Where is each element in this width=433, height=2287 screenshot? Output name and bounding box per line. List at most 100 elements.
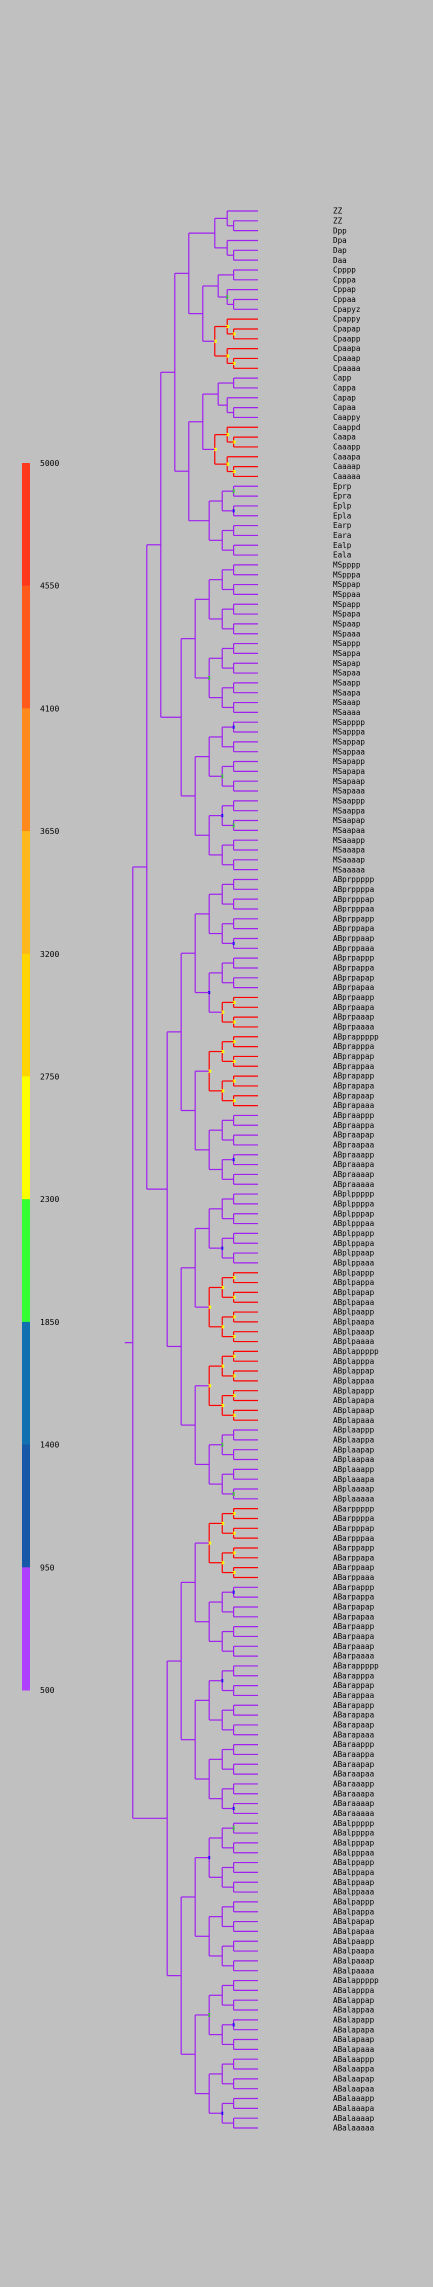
leaf-label: ZZ: [333, 216, 343, 225]
leaf-label: ABarppppp: [333, 1504, 375, 1513]
leaf-label: ABarapapp: [333, 1701, 375, 1710]
leaf-label: Cppap: [333, 285, 356, 294]
leaf-label: ABalpapap: [333, 1917, 375, 1926]
leaf-label: ABaraaaaa: [333, 1809, 374, 1818]
division-marker: [221, 1285, 225, 1289]
division-marker: [221, 1325, 225, 1329]
legend-tick-label: 3200: [40, 950, 59, 959]
leaf-label: MSaaapa: [333, 846, 365, 855]
leaf-label: MSaapaa: [333, 826, 365, 835]
leaf-label: MSpaaa: [333, 629, 360, 638]
division-marker: [232, 1413, 236, 1417]
legend-tick-label: 950: [40, 1563, 55, 1572]
leaf-label: ABalapapp: [333, 2015, 375, 2024]
division-marker: [226, 433, 230, 437]
leaf-label: ABplpapap: [333, 1288, 375, 1297]
division-marker: [232, 1295, 236, 1299]
leaf-label: MSapapa: [333, 767, 365, 776]
leaf-label: ABplappppp: [333, 1347, 379, 1356]
leaf-label: ABalapaap: [333, 2035, 375, 2044]
leaf-label: ABalappppp: [333, 1976, 379, 1985]
leaf-label: Cpapap: [333, 325, 361, 334]
division-marker: [226, 325, 230, 329]
leaf-label: ABplpaapa: [333, 1317, 374, 1326]
leaf-label: ABplpaaap: [333, 1327, 375, 1336]
leaf-label: Eara: [333, 531, 351, 540]
leaf-label: ABalaapap: [333, 2074, 375, 2083]
leaf-label: Caappd: [333, 423, 360, 432]
division-marker: [226, 462, 230, 466]
leaf-label: ABprpappp: [333, 954, 375, 963]
leaf-label: ABalapapa: [333, 2025, 374, 2034]
leaf-label: Capp: [333, 374, 352, 383]
leaf-label: ABprpapap: [333, 973, 375, 982]
leaf-label: ABalppaap: [333, 1878, 375, 1887]
legend-tick-label: 2750: [40, 1073, 59, 1082]
leaf-label: ABaraapap: [333, 1760, 375, 1769]
leaf-label: Dpa: [333, 236, 347, 245]
leaf-label: ABplaaaaa: [333, 1494, 374, 1503]
division-marker: [221, 1010, 225, 1014]
leaf-label: ABaraappa: [333, 1750, 374, 1759]
leaf-label: Cpappy: [333, 315, 361, 324]
leaf-label: ABalappap: [333, 1996, 375, 2005]
leaf-label: ABarppapp: [333, 1544, 375, 1553]
legend-tick-label: 5000: [40, 459, 59, 468]
division-marker: [232, 361, 236, 365]
division-marker: [232, 440, 236, 444]
leaf-label: ABplpaaaa: [333, 1337, 374, 1346]
leaf-label: Earp: [333, 521, 352, 530]
division-marker: [232, 1354, 236, 1358]
leaf-label: ABplappaa: [333, 1376, 374, 1385]
leaf-label: ABplpappa: [333, 1278, 374, 1287]
leaf-label: ABplpappp: [333, 1268, 375, 1277]
leaf-label: ABalaaapp: [333, 2094, 375, 2103]
leaf-label: MSaaap: [333, 698, 361, 707]
division-marker: [232, 1315, 236, 1319]
leaf-label: ABaraapaa: [333, 1770, 374, 1779]
leaf-label: ABalpppap: [333, 1839, 375, 1848]
leaf-label: Cpapyz: [333, 305, 360, 314]
leaf-label: ABplpapaa: [333, 1298, 374, 1307]
leaf-label: ABarpaaaa: [333, 1652, 374, 1661]
leaf-label: ABaraaaap: [333, 1799, 375, 1808]
leaf-label: MSaaaa: [333, 708, 360, 717]
leaf-label: ZZ: [333, 207, 343, 216]
leaf-label: MSappa: [333, 649, 360, 658]
leaf-label: Cpaaaa: [333, 364, 360, 373]
division-marker: [232, 1531, 236, 1535]
leaf-label: ABarpapap: [333, 1603, 375, 1612]
leaf-label: ABarpppap: [333, 1524, 375, 1533]
leaf-label: ABarappap: [333, 1681, 375, 1690]
leaf-label: MSapap: [333, 659, 361, 668]
legend-band: [22, 1321, 30, 1446]
leaf-label: ABprpaaaa: [333, 1023, 374, 1032]
division-marker: [232, 1374, 236, 1378]
leaf-label: ABprappaa: [333, 1062, 374, 1071]
leaf-label: ABplapaaa: [333, 1416, 374, 1425]
legend-tick-label: 1400: [40, 1441, 59, 1450]
legend-band: [22, 953, 30, 1077]
leaf-label: ABprppaap: [333, 934, 375, 943]
leaf-label: ABalpappp: [333, 1897, 375, 1906]
division-marker: [221, 1050, 225, 1054]
leaf-label: MSpapa: [333, 610, 360, 619]
leaf-label: ABarpaapa: [333, 1632, 374, 1641]
leaf-label: ABplpaapp: [333, 1308, 375, 1317]
division-marker: [232, 1335, 236, 1339]
legend-tick-label: 1850: [40, 1318, 59, 1327]
legend-tick-label: 4550: [40, 582, 59, 591]
leaf-label: ABpraaapa: [333, 1160, 374, 1169]
leaf-label: ABalaapaa: [333, 2084, 374, 2093]
leaf-label: ABprppaaa: [333, 944, 374, 953]
leaf-label: ABalppppp: [333, 1819, 375, 1828]
leaf-label: MSappap: [333, 737, 365, 746]
leaf-label: MSapaap: [333, 777, 365, 786]
leaf-label: MSapaaa: [333, 787, 365, 796]
leaf-label: ABprpaaap: [333, 1013, 375, 1022]
leaf-label: MSappp: [333, 639, 361, 648]
leaf-label: Caappy: [333, 413, 361, 422]
division-marker: [213, 339, 217, 343]
leaf-label: ABprapppa: [333, 1042, 374, 1051]
legend-tick-label: 500: [40, 1686, 55, 1695]
